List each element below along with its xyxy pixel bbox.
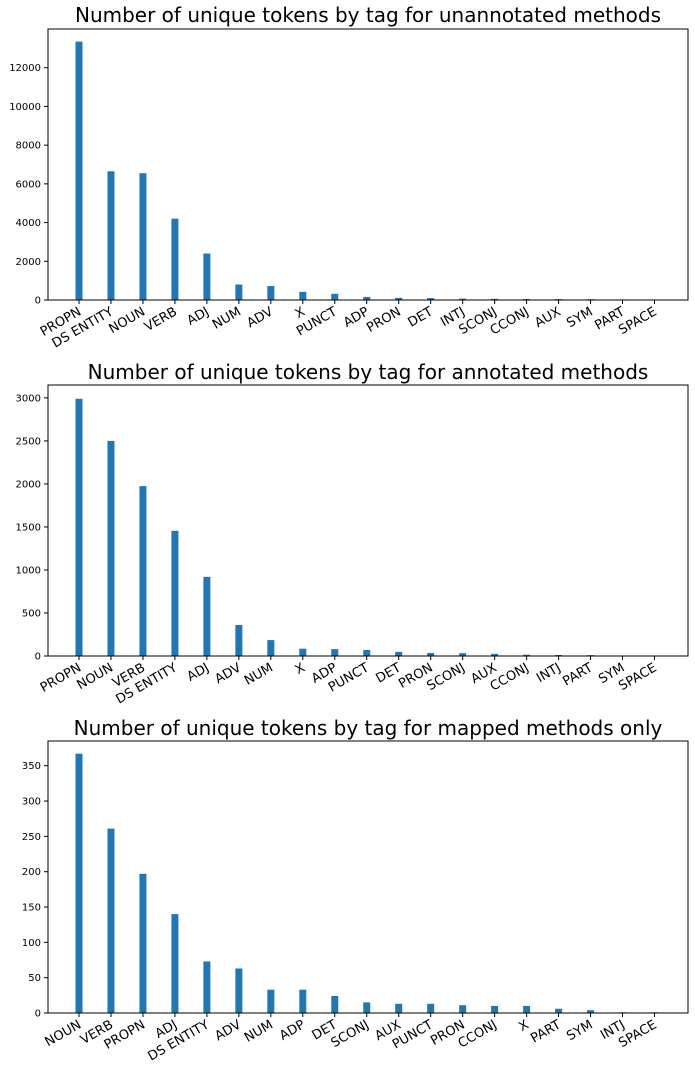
bar-adv <box>267 286 275 300</box>
bar-sconj <box>363 1002 371 1013</box>
bar-adj <box>171 914 179 1013</box>
bar-det <box>395 651 403 656</box>
bar-propn <box>75 41 83 300</box>
bar-punct <box>363 649 371 656</box>
bar-noun <box>75 753 83 1013</box>
y-tick-label: 250 <box>22 832 41 843</box>
bar-x <box>523 1005 531 1013</box>
bar-ds-entity <box>107 171 115 300</box>
y-tick-label: 0 <box>35 296 41 307</box>
y-tick-label: 50 <box>28 973 41 984</box>
bar-sconj <box>491 298 499 300</box>
y-tick-label: 6000 <box>16 179 41 190</box>
y-tick-label: 2500 <box>16 436 41 447</box>
bar-cconj <box>523 654 531 656</box>
bar-adv <box>235 968 243 1013</box>
bar-adj <box>203 253 211 300</box>
bar-cconj <box>491 1005 499 1013</box>
bar-part <box>555 1008 563 1013</box>
bar-adp <box>299 989 307 1013</box>
bar-pron <box>459 1005 467 1013</box>
y-tick-label: 8000 <box>16 141 41 152</box>
bar-propn <box>139 873 147 1013</box>
bar-aux <box>395 1003 403 1013</box>
bar-adp <box>331 649 339 656</box>
bar-aux <box>491 653 499 656</box>
bar-adv <box>235 625 243 656</box>
bar-det <box>331 996 339 1013</box>
bar-verb <box>139 486 147 656</box>
chart-title: Number of unique tokens by tag for unann… <box>75 3 661 27</box>
chart-title: Number of unique tokens by tag for mappe… <box>74 716 663 740</box>
bar-intj <box>555 654 563 656</box>
bar-num <box>235 284 243 300</box>
y-tick-label: 3000 <box>16 393 41 404</box>
y-tick-label: 4000 <box>16 218 41 229</box>
bar-pron <box>395 297 403 300</box>
y-tick-label: 100 <box>22 938 41 949</box>
bar-punct <box>427 1003 435 1013</box>
y-tick-label: 0 <box>35 652 41 663</box>
y-tick-label: 300 <box>22 797 41 808</box>
bar-sym <box>587 1010 595 1013</box>
bar-ds-entity <box>171 530 179 656</box>
bar-ds-entity <box>203 961 211 1013</box>
bar-det <box>427 298 435 300</box>
y-tick-label: 2000 <box>16 257 41 268</box>
bar-intj <box>459 298 467 300</box>
bar-verb <box>107 828 115 1013</box>
plot-frame <box>47 740 689 1014</box>
bar-num <box>267 640 275 656</box>
chart-panel-1: Number of unique tokens by tag for unann… <box>9 3 689 351</box>
bar-x <box>299 648 307 656</box>
bar-verb <box>171 218 179 300</box>
bar-noun <box>139 173 147 300</box>
bar-x <box>299 291 307 300</box>
bar-propn <box>75 398 83 656</box>
y-tick-label: 2000 <box>16 479 41 490</box>
y-tick-label: 1000 <box>16 565 41 576</box>
bar-adj <box>203 576 211 656</box>
bar-adp <box>363 296 371 300</box>
y-tick-label: 350 <box>22 761 41 772</box>
y-tick-label: 10000 <box>9 102 41 113</box>
bar-noun <box>107 440 115 656</box>
y-tick-label: 150 <box>22 903 41 914</box>
plot-frame <box>47 384 689 657</box>
bar-sconj <box>459 653 467 656</box>
y-tick-label: 0 <box>35 1009 41 1020</box>
chart-title: Number of unique tokens by tag for annot… <box>88 360 649 384</box>
y-tick-label: 12000 <box>9 63 41 74</box>
bar-punct <box>331 293 339 300</box>
y-tick-label: 200 <box>22 867 41 878</box>
plot-frame <box>47 28 689 301</box>
chart-panel-2: Number of unique tokens by tag for annot… <box>16 360 689 707</box>
y-tick-label: 1500 <box>16 522 41 533</box>
bar-pron <box>427 652 435 656</box>
y-tick-label: 500 <box>22 608 41 619</box>
bar-num <box>267 989 275 1013</box>
